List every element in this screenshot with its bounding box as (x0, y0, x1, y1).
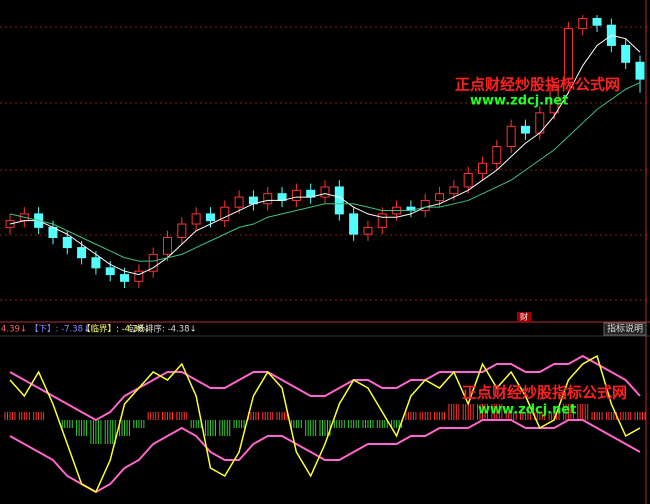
candle-body (291, 189, 301, 201)
candle-body (134, 270, 144, 282)
candle-body (449, 186, 459, 195)
watermark-name: 正点财经炒股指标公式网 (455, 76, 620, 94)
candle-body (105, 267, 115, 276)
candle-body (592, 17, 602, 26)
candle-body (506, 125, 516, 148)
candle-body (635, 61, 645, 80)
candle-body (148, 253, 158, 272)
watermark-url: www.zdcj.net (478, 403, 576, 418)
candle-body (563, 28, 573, 80)
marker-box (517, 312, 531, 322)
candle-body (220, 206, 230, 222)
candle-body (492, 146, 502, 164)
candle-body (435, 193, 445, 201)
candle-body (91, 257, 101, 269)
line (9, 82, 641, 262)
line (9, 354, 641, 494)
marks (4, 15, 646, 494)
marker: 财 (520, 312, 528, 322)
candle-body (263, 193, 273, 205)
candle-body (177, 223, 187, 239)
candle-body (463, 172, 473, 188)
candle-body (621, 44, 631, 63)
line (9, 354, 641, 422)
candle-body (205, 213, 215, 222)
candle-body (420, 199, 430, 212)
candle-body (549, 85, 559, 114)
line (9, 419, 641, 494)
candle-body (363, 226, 373, 235)
candle-body (334, 186, 344, 215)
indicator-button-label[interactable]: 指标说明 (607, 323, 643, 335)
candle-body (163, 237, 172, 255)
candle-body (62, 237, 72, 249)
header-item: 4.39↓ (1, 325, 27, 335)
candle-body (191, 213, 201, 225)
candle-body (377, 213, 387, 228)
line (9, 34, 641, 276)
watermark-name: 正点财经炒股指标公式网 (462, 384, 627, 402)
candle-body (234, 196, 244, 208)
candle-body (77, 247, 87, 259)
watermark-url: www.zdcj.net (470, 94, 568, 109)
candle-body (349, 213, 359, 235)
indicator-button[interactable] (603, 322, 647, 336)
header-item: 包杨排序: -4.38↓ (128, 324, 197, 335)
header-item: 【临界】: -4.38↓ (82, 324, 151, 335)
candle-body (520, 125, 530, 134)
candle-body (120, 274, 130, 282)
candle-body (578, 17, 588, 30)
candle-body (478, 162, 487, 174)
header-item: 【下】: -7.38↓ (30, 325, 90, 335)
candle-body (320, 186, 330, 198)
